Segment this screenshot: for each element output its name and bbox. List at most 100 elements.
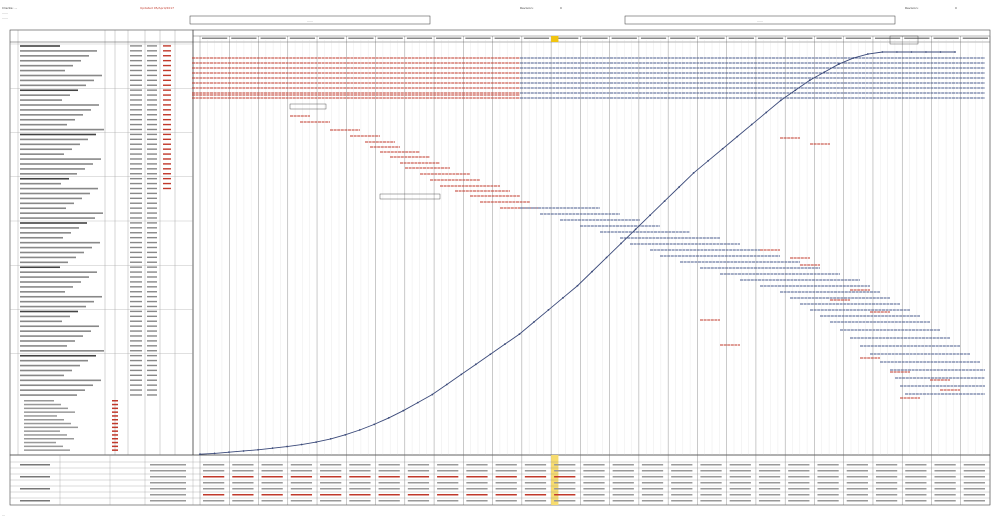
summary-cell [554, 482, 576, 484]
s-curve-point [329, 437, 332, 440]
task-value-cell [147, 168, 157, 170]
task-value-cell [147, 295, 157, 298]
revision-left-label: Revision: [520, 6, 534, 10]
task-value-cell [147, 315, 157, 318]
task-value-cell [147, 89, 157, 91]
summary-cell [875, 500, 898, 502]
summary-cell [700, 500, 722, 502]
task-name-cell [20, 266, 60, 269]
s-curve-point [707, 159, 710, 162]
summary-cell [817, 500, 839, 502]
task-qty-cell [130, 133, 142, 136]
task-weight-cell [163, 64, 171, 67]
summary-cell [612, 482, 634, 484]
summary-cell [729, 494, 751, 496]
task-qty-cell [130, 310, 142, 313]
task-value-cell [147, 310, 157, 313]
summary-cell [641, 476, 664, 478]
summary-cell [320, 488, 342, 490]
s-curve-point [925, 51, 927, 53]
month-header-label [319, 37, 345, 39]
summary-cell [817, 494, 839, 496]
summary-cell [612, 464, 634, 466]
task-weight-cell [163, 143, 171, 145]
task-value-cell [147, 350, 157, 352]
summary-cell [320, 482, 342, 484]
s-curve-point [416, 401, 419, 404]
summary-cell [641, 488, 664, 490]
summary-cell [554, 494, 576, 496]
summary-cell [466, 494, 488, 496]
s-curve-point [605, 256, 608, 259]
task-value-cell [147, 114, 157, 116]
task-value-cell [147, 187, 157, 190]
summary-cell [378, 464, 400, 466]
task-qty-cell [130, 59, 142, 62]
task-value-cell [147, 123, 157, 126]
summary-cell [817, 488, 839, 490]
s-curve-point [750, 123, 753, 126]
summary-cell [729, 482, 751, 484]
s-curve-point [271, 447, 274, 450]
s-curve-point [445, 383, 448, 386]
task-qty-cell [130, 241, 142, 244]
summary-cell [758, 476, 781, 478]
summary-cell [671, 464, 693, 466]
task-qty-cell [130, 315, 142, 318]
s-curve-point [213, 452, 216, 455]
month-header-label [787, 37, 813, 39]
summary-cell [524, 482, 547, 484]
task-name-cell [20, 158, 101, 160]
milestone-box [379, 193, 441, 200]
s-curve-point [489, 353, 492, 356]
task-value-cell [147, 222, 157, 224]
summary-cell [203, 482, 225, 484]
task-name-cell [20, 197, 82, 200]
task-qty-cell [130, 89, 142, 91]
summary-cell [495, 470, 517, 472]
task-qty-cell [130, 330, 142, 332]
summary-cell [963, 488, 985, 490]
banner-right-text: ...... [757, 19, 763, 23]
task-value-cell [147, 177, 157, 180]
task-value-cell [147, 207, 157, 209]
summary-label [150, 488, 186, 490]
task-name-cell [20, 153, 64, 155]
current-period-marker [551, 36, 559, 42]
summary-cell [612, 488, 634, 490]
summary-cell [846, 494, 868, 496]
summary-cell [758, 488, 781, 490]
s-curve-point [736, 135, 739, 138]
note-marker [112, 449, 118, 451]
task-weight-cell [163, 84, 171, 86]
summary-cell [846, 488, 868, 490]
task-value-cell [147, 84, 157, 86]
s-curve-point [823, 71, 826, 74]
task-qty-cell [130, 384, 142, 386]
month-header-label [582, 37, 608, 39]
month-header-label [874, 37, 901, 39]
task-weight-cell [163, 182, 171, 185]
task-name-cell [20, 300, 94, 303]
summary-cell [788, 464, 810, 466]
summary-cell [583, 488, 605, 490]
task-weight-cell [163, 133, 171, 136]
header-left-line-1: Cliente: ... [2, 6, 17, 10]
task-value-cell [147, 389, 157, 391]
task-qty-cell [130, 197, 142, 200]
summary-cell [261, 500, 283, 502]
task-value-cell [147, 163, 157, 165]
s-curve-point [896, 51, 898, 53]
task-qty-cell [130, 168, 142, 170]
task-name-cell [20, 168, 85, 170]
summary-cell [641, 482, 664, 484]
task-name-cell [20, 138, 88, 141]
summary-cell [788, 488, 810, 490]
banner-left-box [189, 15, 431, 25]
task-name-cell [20, 295, 102, 298]
month-header-label [962, 37, 988, 39]
task-name-cell [20, 143, 80, 146]
summary-cell [641, 470, 664, 472]
